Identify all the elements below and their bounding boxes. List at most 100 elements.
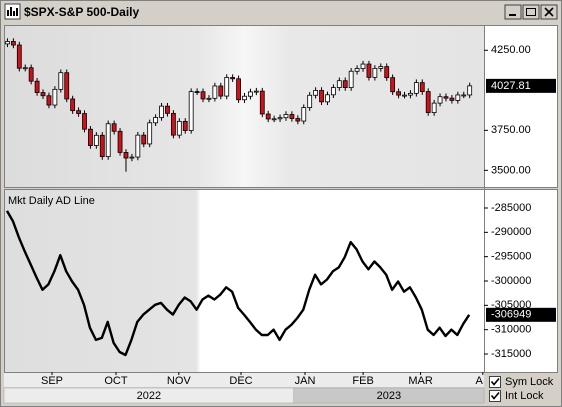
candle-body [88,128,93,146]
last-value-label: 4027.81 [491,80,531,92]
candle-body [319,90,324,103]
candle-body [419,82,425,92]
window-buttons[interactable] [504,4,558,20]
candle-body [22,67,28,70]
y-tick-label: -290000 [491,226,531,238]
candle-body [28,67,34,82]
y-tick-label: -295000 [491,251,531,263]
candle-body [40,92,46,97]
candle-body [390,77,396,93]
candle-body [366,63,372,78]
candle-body [170,112,176,136]
ad-pane [4,190,484,372]
x-tick-label: DEC [229,375,252,387]
candle-body [242,95,247,101]
candle-body [402,94,407,97]
pane-label: Mkt Daily AD Line [8,195,95,207]
candle-body [348,70,354,88]
candle-body [52,88,58,106]
candle-body [135,134,141,158]
candle-body [384,66,390,79]
y-tick-label: -315000 [491,348,531,360]
x-tick-label: MAR [408,375,433,387]
maximize-glyph [526,8,536,16]
candle-body [99,134,105,157]
close-glyph [544,7,554,17]
candle-body [236,78,241,101]
candle-body [111,123,117,132]
y-tick-label: 4250.00 [491,44,531,56]
candle-body [330,87,336,96]
candle-body [461,94,467,97]
candle-body [194,91,200,93]
candle-body [141,134,147,145]
candle-body [342,80,348,88]
candle-body [378,66,384,69]
candle-body [159,105,164,118]
candle-body [147,122,153,145]
int-lock-checkbox[interactable] [489,390,501,402]
title-bar [2,2,560,23]
candle-body [224,77,230,97]
candle-body [372,67,378,78]
candle-body [307,94,313,109]
candle-body [123,152,129,159]
y-tick-label: 3500.00 [491,164,531,176]
price-pane [4,25,484,187]
last-value-box [486,78,556,93]
x-axis-row [4,373,484,387]
last-value-box [486,307,556,322]
year-band [293,387,485,404]
maximize-button[interactable] [522,4,540,20]
candle-body [253,90,259,93]
candle-body [301,107,307,122]
ad-axis [484,190,558,372]
plot [5,38,473,172]
candle-body [153,117,159,124]
candle-body [360,63,366,69]
candle-body [248,91,253,97]
candle-body [93,134,99,146]
x-tick-label: OCT [104,375,128,387]
candle-body [58,72,64,90]
check [490,391,500,400]
candle-body [10,41,16,46]
candle-body [34,80,40,93]
int-lock-label[interactable]: Int Lock [505,390,544,402]
year-label: 2022 [137,390,161,402]
y-tick-label: -300000 [491,275,531,287]
candle-body [76,110,81,114]
candle-body [396,91,401,96]
sym-lock-label[interactable]: Sym Lock [505,376,554,388]
y-tick-label: -310000 [491,324,531,336]
candle-body [354,68,360,72]
y-tick-label: 3750.00 [491,124,531,136]
candle-body [182,120,188,131]
candle-body [105,123,111,157]
candle-body [313,90,319,96]
candle-body [259,90,265,115]
candle-body [117,130,123,153]
candle-body [455,94,461,101]
candle-body [467,85,473,96]
x-tick-label: NOV [167,375,192,387]
ad-border [4,189,558,373]
app-icon-bars [7,7,18,16]
plot [5,210,471,357]
candle-body [443,96,449,99]
candle-body [129,156,135,159]
candle-body [295,118,301,122]
candle-body [437,96,443,104]
candle-body [46,95,52,106]
minimize-button[interactable] [504,4,522,20]
candle-body [271,118,277,121]
candle-body [200,91,206,100]
candle-body [218,85,224,97]
candle-body [408,92,413,96]
candle-body [64,72,70,100]
candle-body [70,98,76,112]
candle-body [16,44,22,69]
candle-body [188,91,194,131]
sym-lock-checkbox[interactable] [489,376,501,388]
